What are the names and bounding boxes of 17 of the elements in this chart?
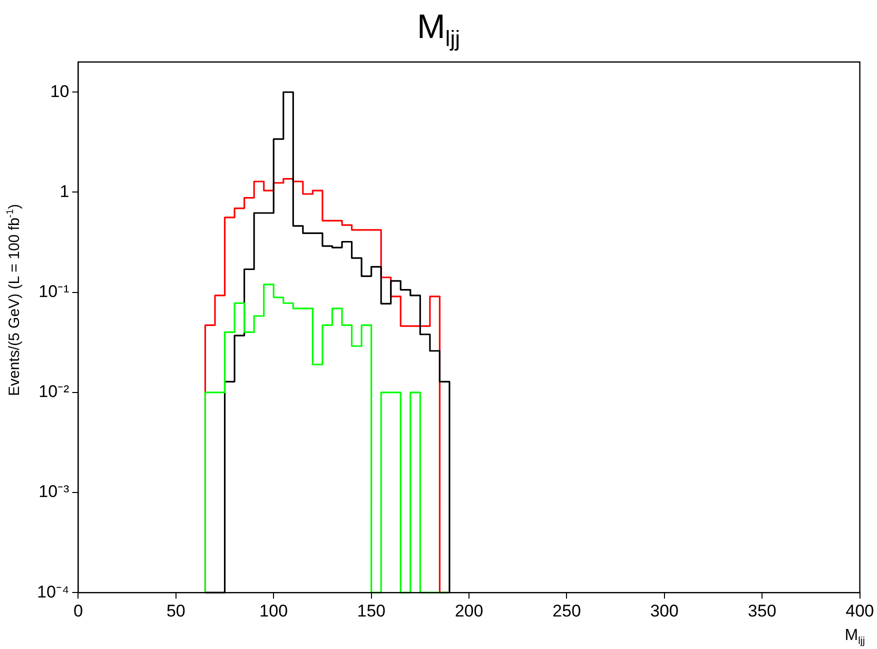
x-tick-label: 300 <box>650 601 679 620</box>
x-tick-label: 200 <box>454 601 484 620</box>
x-tick-label: 250 <box>552 601 581 620</box>
y-tick-label: 10 <box>50 82 70 101</box>
y-tick-label: 1 <box>60 182 70 201</box>
x-tick-label: 0 <box>73 601 83 620</box>
x-tick-label: 50 <box>166 601 186 620</box>
x-tick-label: 400 <box>846 601 874 620</box>
y-tick-label: 10⁻² <box>38 382 70 402</box>
x-tick-label: 100 <box>259 601 288 620</box>
y-tick-label: 10⁻¹ <box>38 282 70 302</box>
y-tick-label: 10⁻⁴ <box>36 582 70 602</box>
y-tick-label: 10⁻³ <box>38 482 70 502</box>
x-tick-label: 350 <box>748 601 776 620</box>
x-axis-title: M$_{ljj}$ <box>844 626 865 647</box>
x-tick-label: 150 <box>357 601 386 620</box>
chart-title: M$_{ljj}$ <box>416 8 462 52</box>
